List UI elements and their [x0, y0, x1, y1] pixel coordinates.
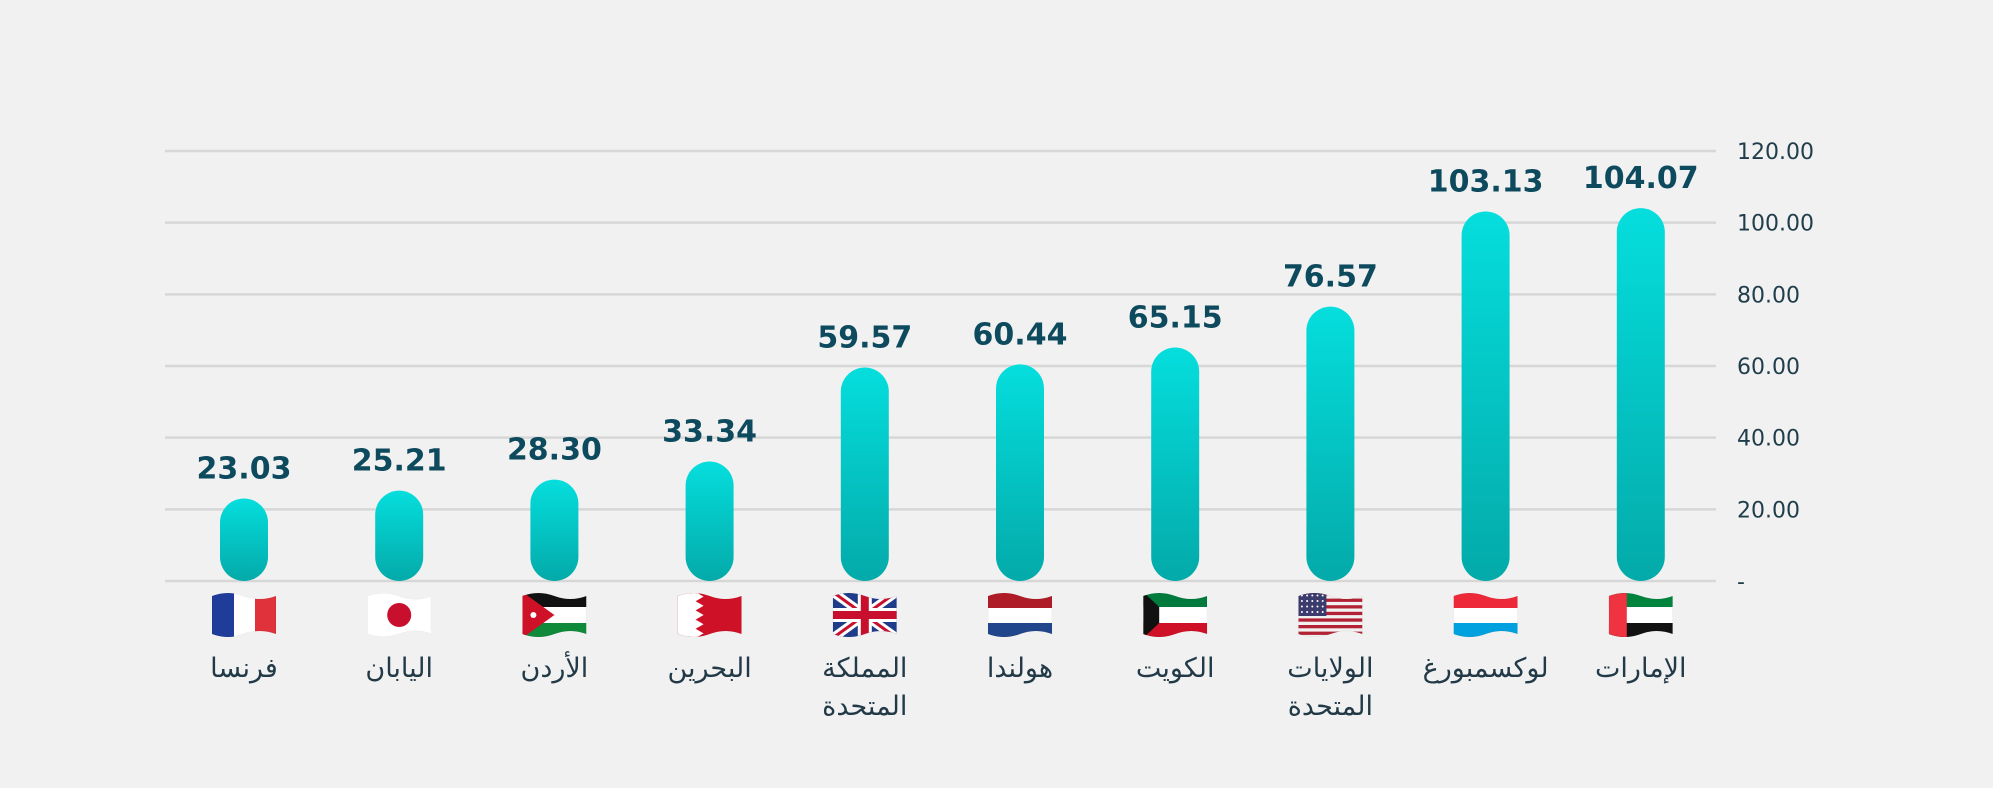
- y-axis-ticks: - 20.00 40.00 60.00 80.00 100.00 120.00: [1737, 140, 1814, 595]
- usa-flag-icon: [1298, 593, 1363, 637]
- uk-flag-icon: [832, 593, 897, 637]
- bar-value-label: 65.15: [1128, 301, 1223, 336]
- category-label: المملكة: [822, 653, 907, 684]
- bar: [1616, 208, 1665, 581]
- y-tick-label: 20.00: [1737, 498, 1800, 523]
- bar: [685, 461, 734, 581]
- bar: [375, 490, 424, 581]
- bar: [996, 364, 1044, 581]
- category-label: فرنسا: [210, 653, 278, 684]
- grid-lines: [165, 149, 1716, 583]
- bar-value-label: 23.03: [197, 451, 292, 486]
- netherlands-flag-icon: [988, 593, 1052, 637]
- bar: [530, 479, 579, 581]
- bar-value-label: 104.07: [1583, 161, 1699, 196]
- france-flag-icon: [212, 593, 276, 637]
- kuwait-flag-icon: [1143, 593, 1208, 637]
- bar-value-label: 33.34: [662, 415, 757, 450]
- bar: [1306, 306, 1355, 581]
- bar-value-label: 60.44: [973, 317, 1068, 352]
- y-tick-label: 80.00: [1737, 283, 1800, 308]
- luxembourg-flag-icon: [1453, 593, 1518, 637]
- bar-value-label: 76.57: [1283, 260, 1378, 295]
- bahrain-flag-icon: [677, 593, 742, 637]
- bar-value-label: 103.13: [1428, 164, 1544, 199]
- category-label: الكويت: [1136, 653, 1215, 684]
- jordan-flag-icon: [522, 593, 587, 637]
- bar: [1151, 347, 1200, 581]
- category-label: اليابان: [365, 653, 433, 684]
- category-label: الأردن: [521, 650, 589, 684]
- category-label: البحرين: [667, 653, 751, 684]
- category-labels: فرنسا اليابان الأردن البحرين المملكة المتحدة ه…: [210, 650, 1686, 722]
- category-label: الإمارات: [1595, 653, 1687, 684]
- y-tick-label: 40.00: [1737, 427, 1800, 452]
- value-labels: 23.03 25.21 28.30 33.34 59.57 60.44 65.15 76.57…: [197, 161, 1699, 486]
- category-label: المتحدة: [822, 691, 907, 722]
- category-label: الولايات: [1287, 653, 1373, 684]
- bar: [1461, 211, 1510, 581]
- category-label: هولندا: [987, 653, 1053, 684]
- bars: [220, 208, 1665, 581]
- y-tick-label: -: [1737, 570, 1745, 595]
- bar-value-label: 28.30: [507, 433, 602, 468]
- bar-value-label: 25.21: [352, 444, 447, 479]
- y-tick-label: 120.00: [1737, 140, 1814, 165]
- category-label: المتحدة: [1288, 691, 1373, 722]
- y-tick-label: 100.00: [1737, 212, 1814, 237]
- flags: [212, 593, 1673, 637]
- bar: [840, 367, 889, 581]
- bar: [220, 498, 268, 581]
- y-tick-label: 60.00: [1737, 355, 1800, 380]
- uae-flag-icon: [1608, 593, 1673, 637]
- category-label: لوكسمبورغ: [1423, 653, 1549, 684]
- japan-flag-icon: [367, 593, 432, 637]
- bar-value-label: 59.57: [817, 321, 912, 356]
